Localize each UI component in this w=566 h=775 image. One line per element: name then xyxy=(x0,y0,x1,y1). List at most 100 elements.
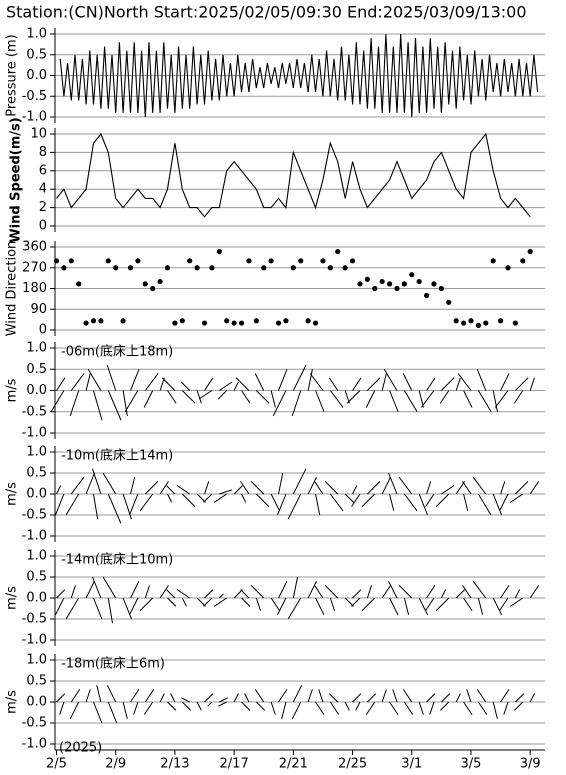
data-point xyxy=(83,320,89,326)
current-stick xyxy=(499,597,509,611)
current-stick xyxy=(102,472,117,495)
current-stick xyxy=(515,693,525,703)
current-stick xyxy=(235,377,250,391)
data-point xyxy=(164,265,171,271)
current-stick xyxy=(389,701,399,715)
current-stick xyxy=(418,493,429,516)
current-stick xyxy=(462,481,472,495)
current-stick xyxy=(166,589,176,599)
current-stick xyxy=(352,589,362,599)
current-stick xyxy=(402,689,413,703)
data-point xyxy=(224,318,230,324)
current-stick xyxy=(509,493,524,503)
current-stick xyxy=(124,390,139,413)
y-tick-label: 10 xyxy=(30,127,47,142)
current-stick xyxy=(233,693,239,703)
current-stick xyxy=(352,377,362,391)
x-tick-label: 2/9 xyxy=(105,757,126,772)
current-stick xyxy=(218,593,224,599)
data-point xyxy=(527,249,533,255)
data-point xyxy=(231,320,237,326)
current-stick xyxy=(515,377,529,391)
data-point xyxy=(268,258,274,264)
current-stick xyxy=(441,485,455,495)
current-stick xyxy=(365,390,376,408)
current-stick xyxy=(107,701,118,724)
current-stick xyxy=(514,589,521,599)
current-stick xyxy=(167,597,177,607)
data-point xyxy=(423,292,430,299)
current-stick xyxy=(106,364,117,391)
data-point xyxy=(497,318,504,324)
data-point xyxy=(238,320,245,326)
y-tick-label: 1.0 xyxy=(26,653,47,668)
current-stick xyxy=(87,368,102,391)
current-stick xyxy=(92,493,99,520)
current-stick xyxy=(107,493,122,524)
y-tick-label: -0.5 xyxy=(22,716,47,731)
current-stick xyxy=(144,481,159,495)
current-stick xyxy=(429,701,435,715)
current-stick xyxy=(381,585,391,599)
current-stick xyxy=(403,701,414,715)
current-stick xyxy=(56,693,66,703)
current-stick xyxy=(93,701,103,724)
data-point xyxy=(246,258,252,264)
current-stick xyxy=(255,390,270,404)
y-tick-label: -0.5 xyxy=(22,404,47,419)
current-stick xyxy=(365,701,376,715)
current-stick xyxy=(291,390,302,417)
current-stick xyxy=(85,472,95,495)
current-stick xyxy=(529,481,540,495)
current-stick xyxy=(219,697,228,703)
y-tick-label: -0.5 xyxy=(22,89,47,104)
current-stick xyxy=(418,701,424,715)
current-stick xyxy=(213,597,227,607)
y-tick-label: -1.0 xyxy=(22,529,47,544)
current-stick xyxy=(477,701,488,715)
data-point xyxy=(512,320,518,326)
current-stick xyxy=(176,589,190,599)
current-stick xyxy=(440,589,447,599)
data-point xyxy=(150,285,156,292)
current-stick xyxy=(281,701,287,719)
current-stick xyxy=(130,369,140,391)
current-stick xyxy=(203,493,213,503)
current-stick xyxy=(241,390,251,404)
current-stick xyxy=(85,373,91,391)
current-stick xyxy=(102,576,117,599)
current-stick xyxy=(472,476,487,495)
current-stick xyxy=(403,390,418,413)
data-point xyxy=(179,318,185,324)
current-stick xyxy=(346,390,361,404)
current-stick xyxy=(463,390,473,408)
current-stick xyxy=(492,390,498,412)
current-stick xyxy=(435,493,450,507)
current-stick xyxy=(435,597,450,611)
current-stick xyxy=(381,689,387,703)
current-stick xyxy=(463,597,473,611)
data-point xyxy=(76,281,82,287)
y-axis-label: Wind Direction xyxy=(5,241,20,337)
current-stick xyxy=(462,585,472,599)
current-stick xyxy=(309,373,324,391)
current-stick xyxy=(93,390,103,421)
current-stick xyxy=(425,493,435,507)
current-stick xyxy=(287,597,302,620)
current-stick xyxy=(270,493,280,512)
current-stick xyxy=(59,701,65,715)
current-stick xyxy=(143,390,154,408)
current-stick xyxy=(70,373,85,391)
data-point xyxy=(275,320,282,326)
current-stick xyxy=(196,597,206,607)
data-point xyxy=(253,318,259,324)
current-stick xyxy=(277,597,287,616)
current-stick xyxy=(218,701,227,707)
current-stick xyxy=(254,689,265,703)
y-tick-label: 270 xyxy=(22,260,47,275)
current-stick xyxy=(351,493,361,507)
current-stick xyxy=(255,701,266,711)
current-stick xyxy=(130,580,140,599)
y-tick-label: 180 xyxy=(22,281,47,296)
data-point xyxy=(372,285,378,292)
